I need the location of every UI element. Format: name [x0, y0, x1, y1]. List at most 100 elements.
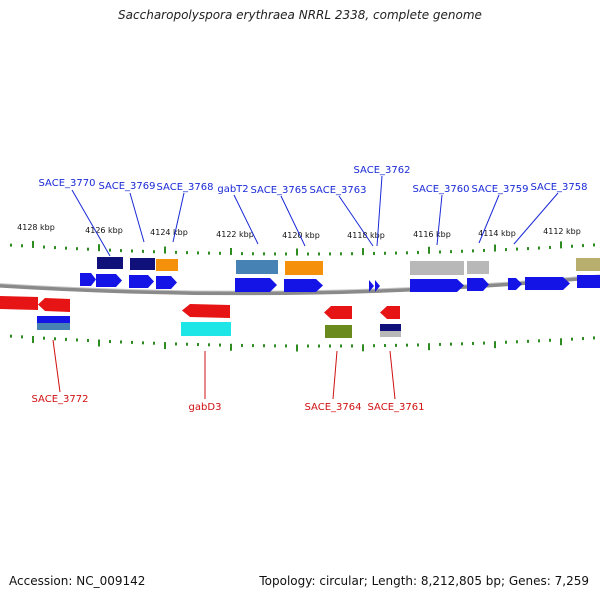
gene-label[interactable]: SACE_3770 [39, 178, 96, 189]
minor-tick [21, 244, 23, 248]
gene-label[interactable]: SACE_3764 [305, 402, 362, 413]
gene-arrow-reverse[interactable] [380, 306, 400, 319]
minor-tick [395, 251, 397, 255]
minor-tick [527, 247, 529, 251]
minor-tick [87, 247, 89, 251]
minor-tick [450, 250, 452, 254]
minor-tick [197, 251, 199, 255]
gene-label[interactable]: SACE_3772 [32, 394, 89, 405]
major-tick [362, 248, 364, 256]
gene-arrow-forward[interactable] [235, 278, 277, 292]
gene-label[interactable]: SACE_3765 [251, 185, 308, 196]
minor-tick [483, 248, 485, 252]
gene-arrow-reverse[interactable] [38, 298, 70, 312]
minor-tick [483, 341, 485, 345]
gene-label[interactable]: SACE_3768 [157, 182, 214, 193]
minor-tick [373, 344, 375, 348]
major-tick [494, 341, 496, 349]
gene-arrow-forward[interactable] [129, 275, 154, 288]
genome-backbone [0, 274, 600, 296]
major-tick [428, 343, 430, 351]
minor-tick [208, 251, 210, 255]
major-tick [296, 248, 298, 256]
gene-arrow-forward[interactable] [369, 280, 374, 292]
minor-tick [153, 250, 155, 254]
minor-tick [131, 249, 133, 253]
minor-tick [219, 343, 221, 347]
minor-tick [406, 343, 408, 347]
minor-tick [285, 252, 287, 256]
gene-arrow-forward[interactable] [284, 279, 323, 292]
gene-label[interactable]: SACE_3761 [368, 402, 425, 413]
minor-tick [142, 249, 144, 253]
bottom-label-leaders [52, 339, 396, 400]
genome-title: Saccharopolyspora erythraea NRRL 2338, c… [118, 8, 482, 22]
gene-arrow-reverse[interactable] [182, 304, 230, 318]
major-tick [98, 244, 100, 252]
gene-label[interactable]: gabD3 [189, 402, 222, 413]
minor-tick [571, 244, 573, 248]
kbp-label: 4122 kbp [216, 230, 254, 239]
gene-feature[interactable] [97, 257, 123, 269]
gene-label[interactable]: SACE_3769 [99, 181, 156, 192]
gene-arrow-reverse[interactable] [0, 296, 38, 310]
gene-arrow-forward[interactable] [508, 278, 522, 290]
gene-label[interactable]: gabT2 [217, 184, 248, 195]
minor-tick [329, 344, 331, 348]
minor-tick [54, 246, 56, 250]
minor-tick [549, 338, 551, 342]
gene-label[interactable]: SACE_3762 [354, 165, 411, 176]
gene-arrow-forward[interactable] [156, 276, 177, 289]
minor-tick [87, 339, 89, 343]
minor-tick [351, 252, 353, 256]
minor-tick [54, 337, 56, 341]
minor-tick [219, 251, 221, 255]
gene-feature[interactable] [37, 323, 70, 330]
minor-tick [252, 344, 254, 348]
gene-feature[interactable] [37, 316, 70, 323]
top-label-leaders [71, 175, 559, 257]
minor-tick [307, 252, 309, 256]
gene-feature[interactable] [325, 325, 352, 338]
tick-row-top [10, 240, 595, 256]
minor-tick [65, 246, 67, 250]
minor-tick [417, 251, 419, 255]
minor-tick [10, 334, 12, 338]
minor-tick [120, 249, 122, 253]
gene-feature[interactable] [410, 261, 464, 275]
gene-feature[interactable] [236, 260, 278, 274]
gene-label[interactable]: SACE_3758 [531, 182, 588, 193]
minor-tick [263, 252, 265, 256]
gene-feature[interactable] [380, 331, 401, 337]
gene-feature[interactable] [380, 324, 401, 331]
gene-feature[interactable] [130, 258, 155, 270]
gene-arrow-forward[interactable] [96, 274, 122, 287]
minor-tick [527, 339, 529, 343]
gene-label[interactable]: SACE_3759 [472, 184, 529, 195]
gene-arrow-forward[interactable] [525, 277, 570, 290]
gene-arrow-forward[interactable] [577, 275, 600, 288]
kbp-label: 4116 kbp [413, 230, 451, 239]
gene-label[interactable]: SACE_3760 [413, 184, 470, 195]
gene-arrow-reverse[interactable] [324, 306, 352, 319]
gene-arrow-forward[interactable] [410, 279, 464, 292]
gene-arrow-forward[interactable] [467, 278, 489, 291]
gene-feature[interactable] [156, 259, 178, 271]
minor-tick [43, 245, 45, 249]
minor-tick [516, 247, 518, 251]
minor-tick [571, 337, 573, 341]
gene-arrow-forward[interactable] [375, 280, 380, 292]
minor-tick [241, 252, 243, 256]
gene-feature[interactable] [285, 261, 323, 275]
gene-feature[interactable] [467, 261, 489, 274]
gene-feature[interactable] [181, 322, 231, 336]
minor-tick [21, 335, 23, 339]
minor-tick [307, 344, 309, 348]
minor-tick [65, 337, 67, 341]
minor-tick [505, 248, 507, 252]
gene-feature[interactable] [576, 258, 600, 271]
minor-tick [549, 245, 551, 249]
gene-arrow-forward[interactable] [80, 273, 96, 286]
major-tick [164, 246, 166, 254]
gene-label[interactable]: SACE_3763 [310, 185, 367, 196]
